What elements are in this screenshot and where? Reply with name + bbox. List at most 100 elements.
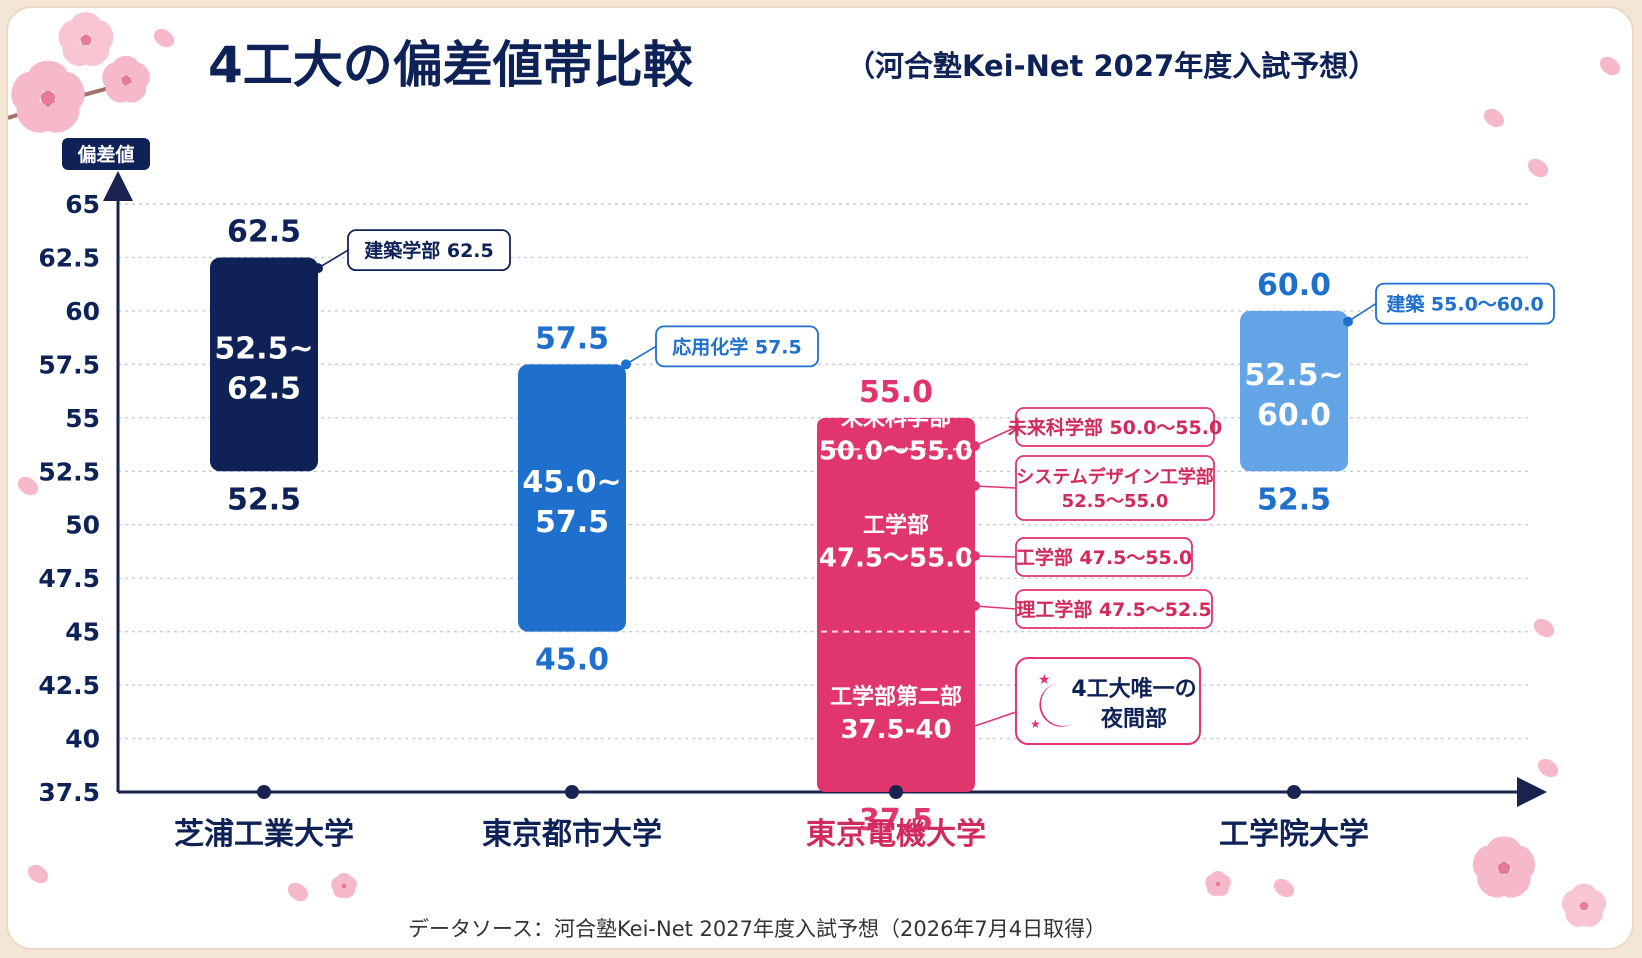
night-note-text: 夜間部 (1100, 706, 1167, 732)
y-tick-label: 62.5 (38, 243, 100, 272)
callout-box (347, 229, 511, 272)
chart-subtitle: （河合塾Kei-Net 2027年度入試予想） (846, 49, 1377, 83)
petal-icon (1537, 758, 1559, 778)
callout-text: 工学部 47.5～55.0 (1016, 546, 1192, 569)
range-bar (817, 417, 975, 792)
callout-dot (621, 359, 631, 370)
callout-dot (970, 601, 980, 611)
y-tick-labels: 65 62.5 60 57.5 55 52.5 50 47.5 45 42.5 40 37.5 (38, 190, 100, 807)
range-bar (210, 257, 318, 472)
y-tick-label: 40 (65, 725, 100, 754)
bar-low-label: 45.0 (535, 643, 609, 678)
blossom-petal (1205, 874, 1217, 889)
blossom-petal (11, 71, 43, 111)
callout-box (1015, 537, 1193, 577)
bar-low-label: 52.5 (1257, 482, 1331, 517)
callout-text: 応用化学 57.5 (672, 335, 802, 358)
petal-icon (27, 864, 49, 884)
callout-leader (974, 605, 1017, 610)
petal-icon (287, 882, 309, 902)
blossom-petal (331, 876, 343, 891)
blossom-center (121, 75, 131, 85)
petal-icon (1599, 56, 1621, 76)
blossom-center (80, 34, 92, 46)
bar-range-text: 52.5~ (1244, 358, 1343, 393)
bar-range-text: 60.0 (1257, 398, 1331, 433)
callout-text: システムデザイン工学部 (1016, 466, 1213, 488)
petal-icon (17, 476, 39, 496)
y-tick-label: 65 (65, 190, 100, 219)
blossom-icon (1472, 836, 1536, 898)
callouts: 建築学部 62.5 応用化学 57.5 未来科学部 50.0～55.0 システムデザイ… (313, 229, 1555, 745)
night-note-leader (974, 711, 1017, 727)
petal-icon (153, 28, 175, 48)
x-category-label: 東京都市大学 (482, 817, 662, 852)
x-category-label: 東京電機大学 (806, 817, 986, 852)
range-bar (1240, 310, 1348, 472)
petal-icon (1533, 618, 1555, 638)
blossom-center (1579, 901, 1589, 911)
segment-range: 50.0～55.0 (819, 437, 973, 467)
blossom-icon (11, 60, 85, 133)
x-category-labels: 芝浦工業大学 東京都市大学 東京電機大学 工学院大学 (174, 785, 1369, 852)
callout-leader (1347, 302, 1377, 323)
y-tick-label: 45 (65, 618, 100, 647)
bar-range-text: 52.5~ (214, 331, 313, 366)
callout-box (1015, 407, 1215, 447)
star-icon: ★ (1038, 672, 1051, 688)
blossom-petal (58, 20, 83, 50)
bar-range-text: 62.5 (227, 371, 301, 406)
callout-leader (974, 485, 1017, 489)
callout-box (1015, 455, 1215, 521)
bar-range-text: 57.5 (535, 505, 609, 540)
blossom-center (341, 883, 347, 889)
bar-low-label: 52.5 (227, 482, 301, 517)
callout-box (1375, 282, 1555, 325)
callout-dot (970, 551, 980, 561)
y-tick-label: 57.5 (38, 350, 100, 379)
callout-dot (313, 263, 323, 274)
y-tick-label: 37.5 (38, 778, 100, 807)
chart-title: 4工大の偏差値帯比較 (208, 36, 694, 94)
petal-icon (1273, 878, 1295, 898)
segment-range: 37.5-40 (840, 715, 951, 745)
bar-high-label: 60.0 (1257, 268, 1331, 303)
y-tick-label: 52.5 (38, 457, 100, 486)
x-category-label: 芝浦工業大学 (174, 817, 354, 852)
blossom-center (1497, 861, 1511, 875)
cherry-blossom-decoration (8, 12, 1621, 927)
blossom-icon (102, 55, 150, 103)
y-tick-label: 50 (65, 511, 100, 540)
callout-leader (625, 345, 657, 366)
callout-text: 建築学部 62.5 (364, 239, 494, 262)
x-tick-dot (889, 785, 903, 799)
night-note-text: 4工大唯一の (1071, 677, 1196, 702)
callout-dot (970, 441, 980, 451)
x-tick-dot (565, 785, 579, 799)
callout-text: 建築 55.0～60.0 (1386, 293, 1543, 316)
segment-range: 47.5～55.0 (819, 543, 973, 573)
blossom-petal (1472, 845, 1500, 879)
range-chart: 4工大の偏差値帯比較 （河合塾Kei-Net 2027年度入試予想） 偏差値 6… (8, 12, 1621, 941)
segment-title: 未来科学部 (841, 406, 951, 432)
blossom-center (40, 90, 56, 106)
star-icon: ★ (1030, 717, 1041, 731)
segment-title: 工学部第二部 (830, 684, 962, 710)
range-bar (518, 364, 626, 632)
callout-text: 理工学部 47.5～52.5 (1016, 598, 1211, 621)
bars: 62.5 52.5 52.5~ 62.5 57.5 45.0 45.0~ 57.5 55.0 37… (210, 214, 1348, 838)
bar-low-label: 37.5 (859, 803, 933, 838)
blossom-petal (102, 62, 123, 89)
bar-range-text: 45.0~ (522, 465, 621, 500)
y-tick-label: 55 (65, 404, 100, 433)
chart-frame: 4工大の偏差値帯比較 （河合塾Kei-Net 2027年度入試予想） 偏差値 6… (6, 6, 1634, 950)
blossom-icon (1562, 883, 1606, 927)
y-axis-label: 偏差値 (77, 143, 134, 166)
x-tick-dot (257, 785, 271, 799)
petal-icon (1527, 158, 1549, 178)
y-axis-label-badge (62, 138, 150, 170)
callout-dot (1343, 316, 1353, 327)
night-note-box (1015, 657, 1201, 745)
source-note: データソース：河合塾Kei-Net 2027年度入試予想（2026年7月4日取得… (408, 917, 1106, 941)
y-tick-label: 47.5 (38, 564, 100, 593)
